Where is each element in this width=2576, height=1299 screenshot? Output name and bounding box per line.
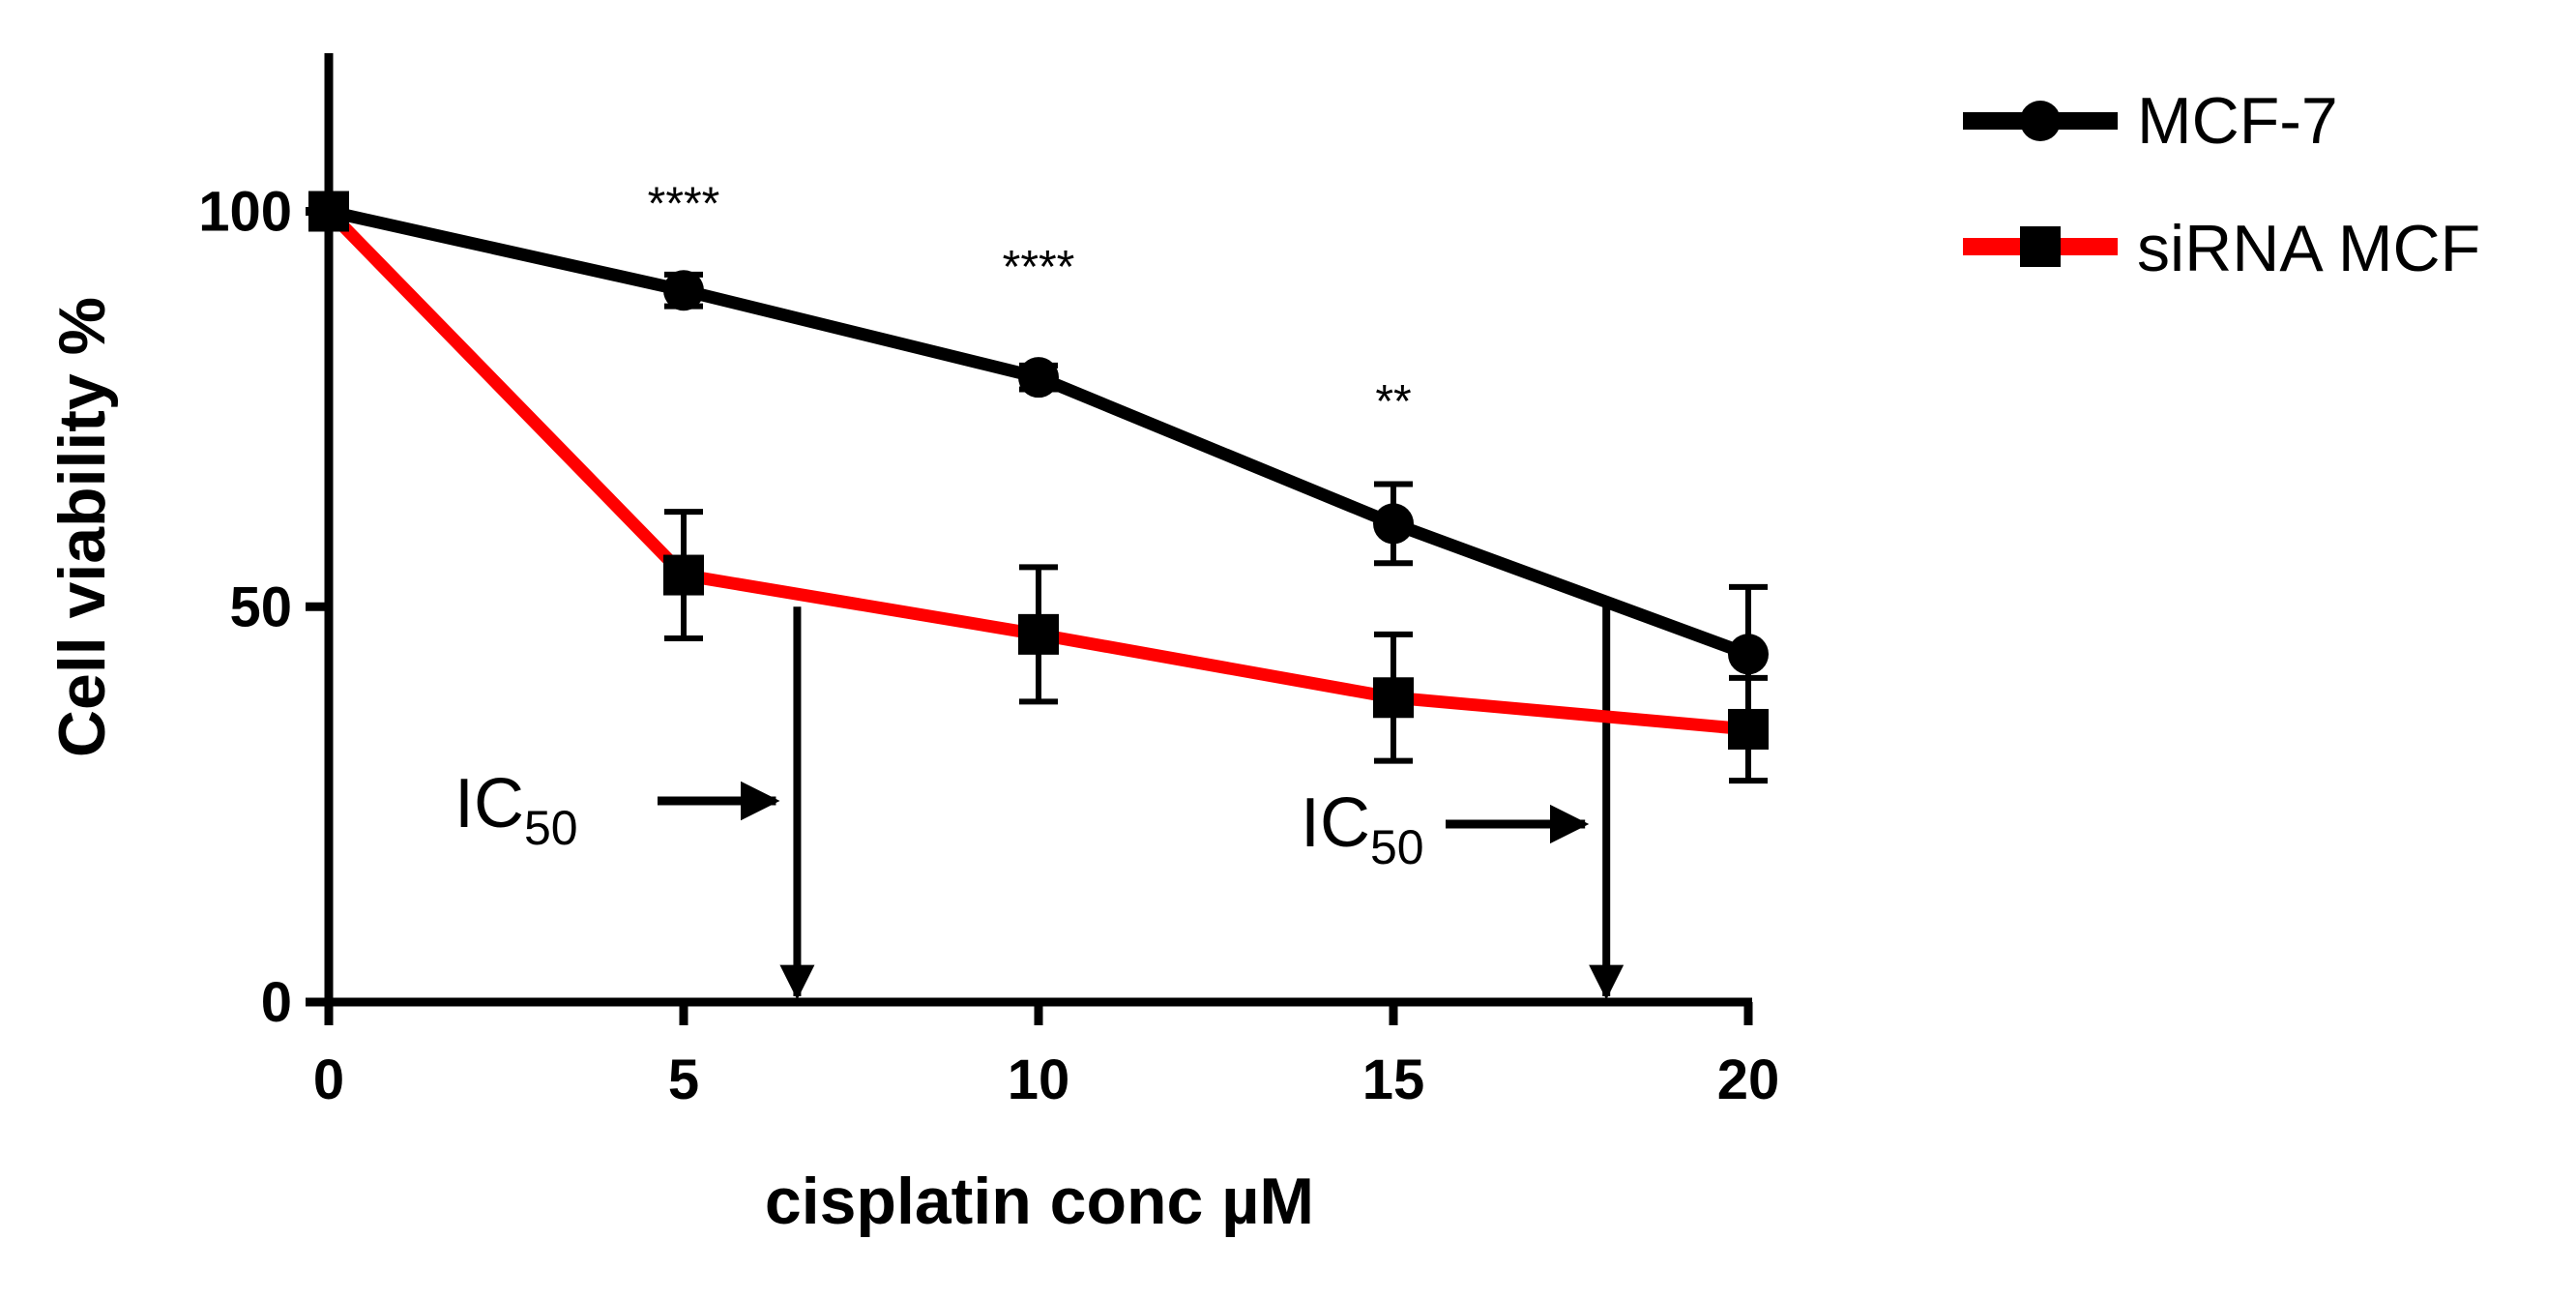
ic50-label-1: IC50	[454, 765, 578, 855]
significance-label-2: ****	[1003, 242, 1075, 293]
ic50-label-1-subscript: 50	[524, 801, 578, 855]
ic50-label-2-main: IC	[1301, 784, 1370, 862]
y-tick-label-100: 100	[198, 181, 292, 244]
x-tick-label-15: 15	[1362, 1048, 1425, 1111]
point-sirna-20	[1728, 708, 1769, 750]
significance-label-3: **	[1375, 376, 1411, 428]
ic50-label-2: IC50	[1301, 784, 1424, 874]
x-tick-label-0: 0	[313, 1048, 344, 1111]
ic50-label-1-main: IC	[454, 765, 524, 842]
point-mcf7-15	[1373, 503, 1414, 545]
x-tick-label-10: 10	[1008, 1048, 1070, 1111]
legend-swatch-sirna-marker	[2020, 226, 2061, 267]
point-mcf7-20	[1728, 634, 1769, 675]
x-axis-title: cisplatin conc µM	[765, 1165, 1314, 1238]
legend: MCF-7 siRNA MCF	[1963, 84, 2480, 285]
y-tick-label-50: 50	[229, 576, 292, 638]
point-mcf7-5	[663, 270, 704, 311]
ic50-label-2-subscript: 50	[1370, 820, 1424, 874]
point-sirna-10	[1018, 613, 1059, 655]
x-tick-label-20: 20	[1717, 1048, 1780, 1111]
y-axis-title: Cell viability %	[45, 297, 119, 757]
legend-label-sirna: siRNA MCF	[2137, 212, 2480, 285]
point-mcf7-10	[1018, 357, 1059, 399]
y-tick-label-0: 0	[261, 971, 292, 1034]
significance-label-1: ****	[648, 179, 720, 230]
x-tick-label-5: 5	[668, 1048, 699, 1111]
point-sirna-0	[308, 191, 349, 232]
point-sirna-5	[663, 554, 704, 596]
legend-label-mcf7: MCF-7	[2137, 84, 2338, 158]
point-sirna-15	[1373, 677, 1414, 719]
legend-swatch-mcf7-marker	[2020, 101, 2061, 141]
